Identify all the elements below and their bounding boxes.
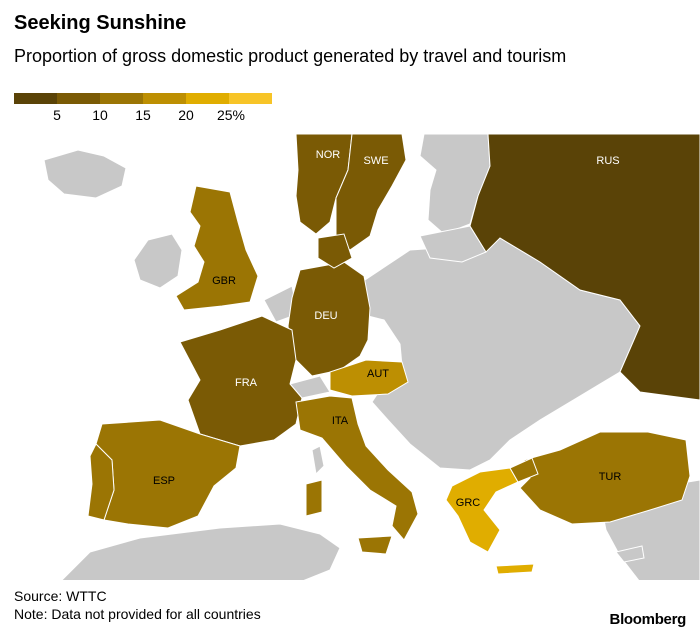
legend-swatch-1 — [57, 93, 100, 104]
label-esp: ESP — [153, 475, 175, 487]
chart-title: Seeking Sunshine — [14, 12, 187, 34]
north-africa-shape — [61, 523, 341, 580]
label-gbr: GBR — [212, 275, 236, 287]
country-swe — [335, 133, 407, 251]
country-prt — [87, 443, 115, 521]
legend-swatch-5 — [229, 93, 272, 104]
baltic-states-shape — [419, 225, 487, 263]
label-rus: RUS — [596, 155, 619, 167]
country-grc-crete — [495, 563, 535, 575]
country-labels: RUS NOR SWE GBR DEU FRA AUT ITA ESP GRC … — [153, 149, 621, 509]
country-grc — [445, 467, 519, 553]
country-tur — [519, 431, 691, 525]
cyprus-shape — [615, 545, 645, 563]
label-grc: GRC — [456, 497, 481, 509]
source-note: Source: WTTC — [14, 588, 107, 604]
corsica-shape — [311, 445, 325, 476]
iceland-shape — [43, 149, 127, 199]
legend-tick-25: 25% — [216, 107, 246, 123]
country-deu — [287, 261, 371, 377]
data-countries — [87, 133, 700, 575]
legend-tick-5: 5 — [53, 107, 61, 123]
data-note: Note: Data not provided for all countrie… — [14, 606, 261, 622]
ireland-shape — [133, 233, 183, 289]
legend-swatch-3 — [143, 93, 186, 104]
label-tur: TUR — [599, 471, 622, 483]
country-ita-sardinia — [305, 479, 323, 517]
bloomberg-logo: Bloomberg — [609, 611, 687, 628]
legend-tick-15: 15 — [135, 107, 151, 123]
country-rus — [469, 133, 700, 401]
country-gbr — [175, 185, 259, 311]
legend-tick-20: 20 — [178, 107, 194, 123]
label-ita: ITA — [332, 415, 349, 427]
label-deu: DEU — [314, 310, 337, 322]
legend-swatch-2 — [100, 93, 143, 104]
country-dnk — [317, 233, 353, 269]
label-nor: NOR — [316, 149, 341, 161]
country-tur-thrace — [509, 457, 539, 483]
label-fra: FRA — [235, 377, 258, 389]
label-swe: SWE — [363, 155, 388, 167]
legend-tick-10: 10 — [92, 107, 108, 123]
legend-swatch-0 — [14, 93, 57, 104]
legend-swatch-4 — [186, 93, 229, 104]
chart-subtitle: Proportion of gross domestic product gen… — [14, 46, 567, 66]
label-aut: AUT — [367, 368, 389, 380]
legend-color-scale — [14, 93, 272, 104]
europe-choropleth-map: RUS NOR SWE GBR DEU FRA AUT ITA ESP GRC … — [43, 133, 700, 580]
country-aut — [329, 359, 409, 397]
country-ita — [295, 395, 419, 541]
no-data-land — [43, 133, 700, 580]
country-ita-sicily — [357, 535, 393, 555]
